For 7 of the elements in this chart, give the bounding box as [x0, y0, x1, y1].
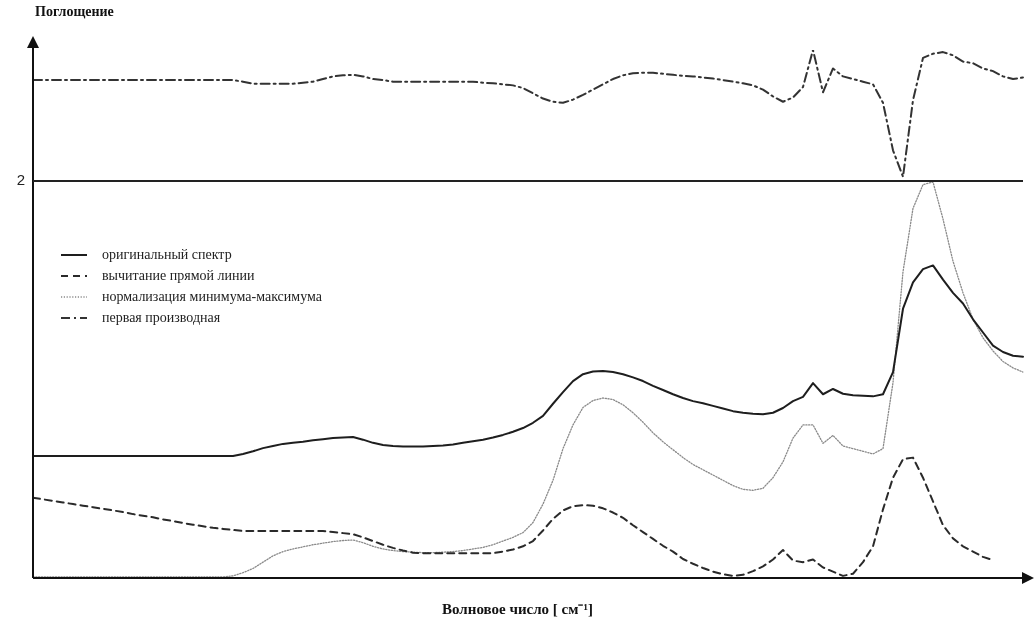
- text: 2: [16, 171, 25, 189]
- y-axis-title: Поглощение: [35, 4, 114, 20]
- x-axis-title: Волновое число [ см⁻¹]: [441, 600, 594, 618]
- legend-label: нормализация минимума-максимума: [102, 288, 322, 305]
- legend-label: вычитание прямой линии: [102, 267, 255, 284]
- legend-label: первая производная: [102, 309, 221, 326]
- legend-label: оригинальный спектр: [102, 246, 232, 263]
